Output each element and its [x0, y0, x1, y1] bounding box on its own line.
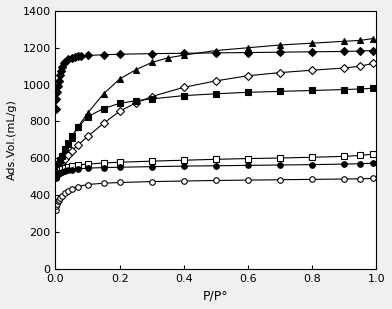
Y-axis label: Ads.Vol.(mL/g): Ads.Vol.(mL/g)	[7, 99, 17, 180]
X-axis label: P/P°: P/P°	[203, 289, 229, 302]
